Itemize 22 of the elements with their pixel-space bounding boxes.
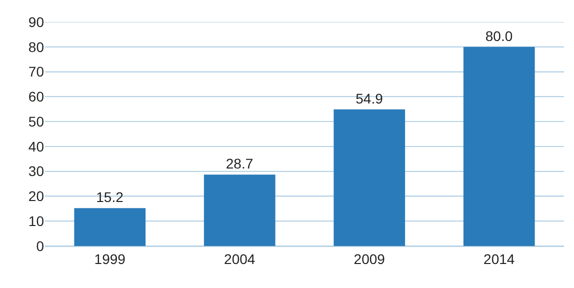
- x-tick-label: 2004: [224, 250, 256, 267]
- data-label: 28.7: [226, 156, 254, 172]
- y-tick-label: 60: [28, 88, 44, 105]
- y-tick-label: 80: [28, 38, 44, 55]
- y-tick-label: 30: [28, 163, 44, 180]
- y-tick-label: 90: [28, 14, 44, 30]
- bar: [334, 109, 406, 246]
- y-tick-label: 10: [28, 213, 44, 230]
- bar: [463, 46, 535, 246]
- y-tick-label: 20: [28, 188, 44, 204]
- data-label: 54.9: [356, 90, 384, 106]
- y-tick-label: 40: [28, 138, 44, 154]
- x-tick-label: 2014: [484, 250, 515, 267]
- bar: [204, 174, 276, 246]
- y-tick-label: 70: [28, 64, 44, 80]
- x-tick-label: 2009: [354, 250, 386, 267]
- bar: [74, 208, 146, 246]
- data-label: 80.0: [485, 28, 513, 44]
- data-label: 15.2: [96, 189, 124, 206]
- x-tick-label: 1999: [94, 250, 126, 267]
- y-tick-label: 50: [28, 113, 44, 130]
- y-tick-label: 0: [36, 238, 44, 254]
